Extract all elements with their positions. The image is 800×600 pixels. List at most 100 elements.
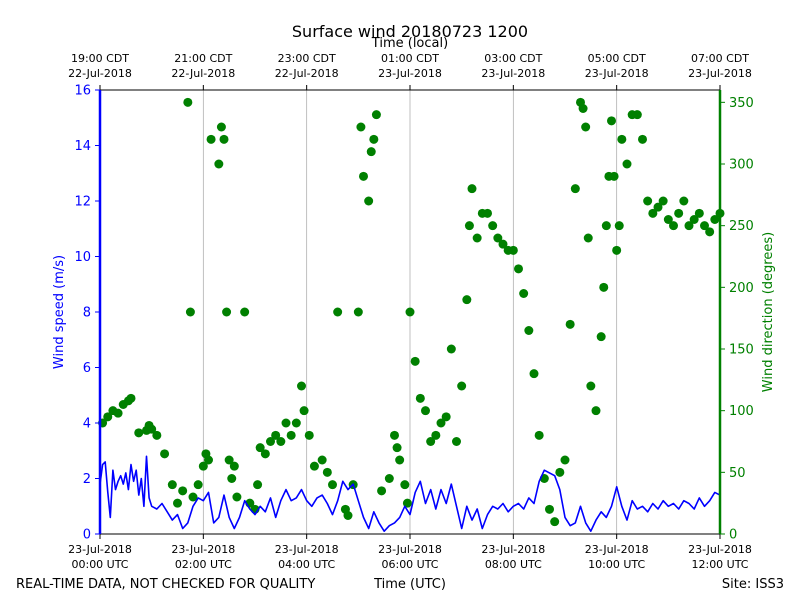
direction-point (529, 369, 539, 379)
bottom-tick-date: 23-Jul-2018 (171, 543, 235, 556)
direction-point (524, 326, 534, 335)
direction-point (436, 418, 446, 428)
left-tick-label: 10 (74, 250, 91, 265)
direction-point (570, 184, 580, 194)
direction-point (178, 486, 188, 496)
direction-point (369, 134, 379, 144)
bottom-tick-date: 23-Jul-2018 (585, 543, 649, 556)
direction-point (353, 307, 363, 317)
left-tick-label: 6 (83, 361, 91, 376)
direction-point (206, 134, 216, 144)
direction-point (452, 437, 461, 446)
direction-point (343, 511, 353, 520)
direction-point (617, 134, 627, 144)
direction-point (689, 215, 699, 224)
direction-point (198, 461, 208, 471)
top-tick-time: 07:00 CDT (691, 52, 749, 65)
direction-point (359, 171, 368, 181)
direction-point (514, 264, 523, 274)
site-label: Site: ISS3 (722, 577, 784, 592)
right-tick-label: 250 (729, 219, 754, 234)
direction-point (309, 461, 319, 471)
right-axis-label: Wind direction (degrees) (761, 232, 776, 392)
chart-title: Surface wind 20180723 1200 (292, 22, 528, 41)
direction-point (113, 408, 123, 418)
top-tick-time: 03:00 CDT (484, 52, 542, 65)
direction-point (364, 196, 374, 206)
direction-point (472, 233, 482, 243)
direction-point (395, 455, 405, 465)
direction-point (260, 449, 270, 459)
top-axis-ticks: 19:00 CDT 22-Jul-2018 21:00 CDT 22-Jul-2018… (68, 52, 752, 90)
left-tick-label: 12 (74, 195, 91, 210)
direction-point (173, 498, 182, 508)
direction-point (222, 307, 232, 317)
direction-point (555, 467, 565, 477)
direction-point (167, 480, 177, 490)
right-tick-label: 350 (729, 96, 754, 111)
direction-point (103, 412, 113, 422)
direction-point (508, 245, 518, 255)
right-axis-ticks: 0 50 100 150 200 250 300 350 (720, 96, 754, 543)
direction-point (426, 437, 436, 446)
direction-point (462, 295, 472, 305)
direction-point (638, 134, 647, 144)
left-axis-ticks: 0 2 4 6 8 10 12 14 16 (74, 84, 100, 543)
top-tick-time: 23:00 CDT (278, 52, 336, 65)
right-tick-label: 100 (729, 404, 754, 419)
left-tick-label: 4 (83, 417, 91, 432)
direction-point (632, 110, 642, 120)
direction-point (227, 474, 237, 483)
bottom-tick-date: 23-Jul-2018 (688, 543, 752, 556)
left-tick-label: 16 (74, 84, 91, 99)
direction-point (328, 480, 337, 490)
direction-point (648, 208, 658, 218)
direction-point (519, 289, 529, 298)
direction-point (669, 221, 678, 231)
direction-point (276, 437, 286, 446)
top-tick-date: 23-Jul-2018 (378, 67, 442, 80)
direction-point (565, 319, 575, 329)
direction-point (498, 239, 508, 249)
top-axis-label: Time (local) (371, 36, 448, 51)
direction-point (545, 504, 554, 514)
direction-point (185, 307, 195, 317)
direction-point (601, 221, 611, 231)
direction-point (253, 480, 263, 490)
speed-line (99, 455, 721, 533)
direction-point (488, 221, 498, 231)
direction-point (134, 428, 144, 438)
top-tick-time: 21:00 CDT (174, 52, 232, 65)
direction-point (583, 233, 593, 243)
top-tick-date: 23-Jul-2018 (481, 67, 545, 80)
right-tick-label: 200 (729, 281, 754, 296)
direction-point (705, 227, 715, 237)
left-tick-label: 0 (83, 528, 91, 543)
direction-point (560, 455, 570, 465)
direction-point (591, 406, 601, 416)
left-tick-label: 8 (83, 306, 91, 321)
direction-point (614, 221, 624, 231)
direction-point (493, 233, 503, 243)
direction-point (377, 486, 387, 496)
direction-point (643, 196, 653, 206)
left-tick-label: 2 (83, 472, 91, 487)
right-tick-label: 0 (729, 528, 737, 543)
direction-point (240, 307, 250, 317)
direction-point (607, 116, 616, 126)
left-axis-label: Wind speed (m/s) (52, 255, 67, 369)
direction-point (534, 430, 544, 440)
direction-point (653, 202, 663, 212)
direction-point (271, 430, 281, 440)
direction-point (390, 430, 399, 440)
left-tick-label: 14 (74, 139, 91, 154)
bottom-tick-date: 23-Jul-2018 (378, 543, 442, 556)
direction-point (229, 461, 239, 471)
direction-point (281, 418, 291, 428)
top-tick-date: 23-Jul-2018 (688, 67, 752, 80)
top-tick-time: 01:00 CDT (381, 52, 439, 65)
direction-point (609, 171, 619, 181)
direction-point (405, 307, 415, 317)
direction-point (147, 424, 157, 434)
